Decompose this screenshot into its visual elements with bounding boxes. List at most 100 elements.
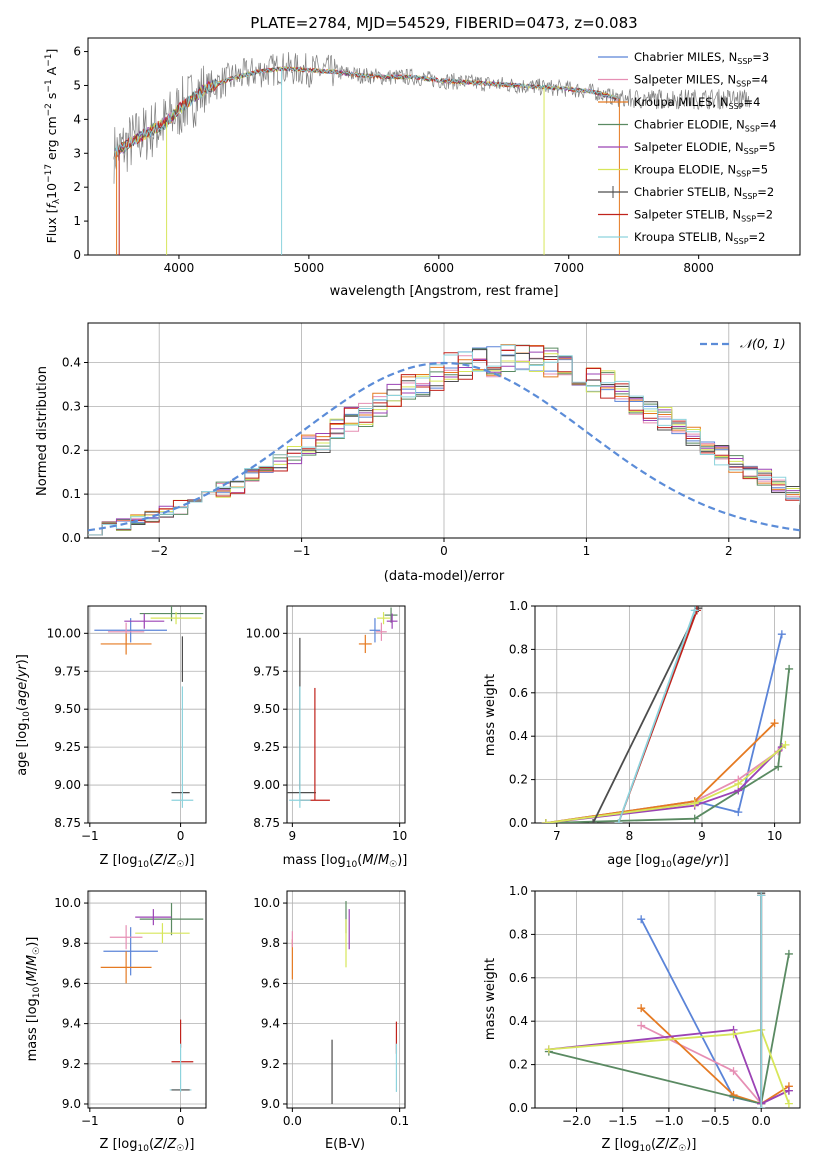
weight-z-ytick-label-3: 0.6 — [509, 971, 528, 985]
legend-label-chabrier_stelib: Chabrier STELIB, NSSP=2 — [634, 185, 774, 201]
weight-age-ytick-label-0: 0.0 — [509, 816, 528, 830]
legend-subscript: SSP — [744, 147, 759, 156]
histogram-ytick-label-1: 0.1 — [62, 487, 81, 501]
age-z-ytick-label-4: 9.75 — [54, 664, 81, 678]
spectrum-panel: wavelength [Angstrom, rest frame] Flux [… — [44, 49, 558, 299]
weight-age-ytick-label-2: 0.4 — [509, 729, 528, 743]
weight-z-ytick-label-5: 1.0 — [509, 884, 528, 898]
weight-z-xtick-label-1: −1.5 — [608, 1114, 637, 1128]
spectrum-ytick-label-3: 3 — [73, 146, 81, 160]
age-mass-ytick-label-1: 9.00 — [253, 778, 280, 792]
weight-age-marker-chabrier_elodie-3 — [785, 664, 794, 673]
legend-count: =5 — [751, 163, 768, 177]
weight-z-marker-kroupa_stelib-1 — [757, 1104, 766, 1108]
histogram-plot-area — [88, 344, 800, 536]
weight-age-xtick-label-2: 9 — [698, 829, 706, 843]
weight-age-marker-chabrier_elodie-2 — [774, 762, 783, 771]
histogram-xtick-label-0: −2 — [150, 544, 168, 558]
weight-z-ytick-label-2: 0.4 — [509, 1014, 528, 1028]
histogram-ylabel: Normed distribution — [35, 366, 50, 496]
weight-age-plot-area — [541, 606, 794, 823]
age-mass-xlabel: mass [log10(M/M☉)] — [283, 853, 408, 870]
legend-text: Salpeter STELIB, N — [634, 208, 741, 222]
age-z-ytick-label-2: 9.25 — [54, 740, 81, 754]
mass-vs-extinction-panel: E(B-V) — [325, 1137, 365, 1152]
age-z-frame — [87, 605, 207, 824]
histogram-kroupa_stelib — [88, 344, 800, 536]
histogram-xlabel: (data-model)/error — [384, 569, 505, 584]
mass-ebv-plot-area — [291, 901, 398, 1104]
weight-z-plot-area — [544, 891, 793, 1108]
mass-z-ytick-label-4: 9.8 — [62, 936, 81, 950]
weight-age-ytick-label-5: 1.0 — [509, 599, 528, 613]
mass-z-xtick-label-0: −1 — [81, 1114, 99, 1128]
weight-age-marker-kroupa_elodie-2 — [734, 779, 743, 788]
weight-z-xtick-label-4: 0.0 — [752, 1114, 771, 1128]
spectrum-ytick-label-2: 2 — [73, 180, 81, 194]
weight-z-ylabel: mass weight — [483, 958, 498, 1040]
weight-z-marker-kroupa_elodie-1 — [729, 1030, 738, 1039]
mass-ebv-ytick-label-1: 9.2 — [261, 1057, 280, 1071]
legend-count: =3 — [752, 50, 769, 64]
spectrum-plot-area — [113, 52, 751, 255]
spectrum-ylabel: Flux [fλ10−17 erg cm−2 s−1 A−1] — [44, 49, 62, 244]
spectrum-xtick-label-1: 5000 — [294, 261, 325, 275]
age-z-xlabel: Z [log10(Z/Z☉)] — [100, 853, 195, 870]
legend-text: Salpeter MILES, N — [634, 73, 736, 87]
mass-ebv-ytick-label-5: 10.0 — [253, 896, 280, 910]
legend-label-chabrier_miles: Chabrier MILES, NSSP=3 — [634, 50, 769, 66]
weight-z-series-kroupa_elodie — [548, 1028, 790, 1105]
figure-title: PLATE=2784, MJD=54529, FIBERID=0473, z=0… — [250, 14, 637, 32]
histogram-panel: (data-model)/error Normed distribution — [35, 366, 505, 584]
legend-subscript: SSP — [742, 192, 757, 201]
weight-z-series-salpeter_elodie — [548, 1028, 790, 1105]
legend-count: =4 — [751, 73, 768, 87]
legend-text: Kroupa ELODIE, N — [634, 163, 736, 177]
mass-z-xlabel: Z [log10(Z/Z☉)] — [100, 1137, 195, 1154]
spectrum-xtick-label-0: 4000 — [164, 261, 195, 275]
weight-z-xtick-label-3: −0.5 — [700, 1114, 729, 1128]
mass-z-ytick-label-3: 9.6 — [62, 976, 81, 990]
weight-age-series-kroupa_stelib — [617, 609, 696, 823]
legend-label-kroupa_stelib: Kroupa STELIB, NSSP=2 — [634, 230, 765, 246]
age-z-ylabel: age [log10(age/yr)] — [15, 654, 32, 776]
weight-age-series-chabrier_elodie — [545, 668, 790, 823]
spectrum-xtick-label-3: 7000 — [553, 261, 584, 275]
weight-age-marker-chabrier_miles-2 — [734, 808, 743, 817]
age-vs-mass-panel: mass [log10(M/M☉)] — [283, 853, 408, 870]
legend-count: =4 — [760, 118, 777, 132]
weight-age-series-salpeter_miles — [545, 750, 779, 823]
age-mass-ytick-label-0: 8.75 — [253, 816, 280, 830]
histogram-ytick-label-0: 0.0 — [62, 531, 81, 545]
weight-z-marker-salpeter_miles-0 — [637, 1021, 646, 1030]
legend-label-kroupa_elodie: Kroupa ELODIE, NSSP=5 — [634, 163, 768, 179]
histogram-ytick-label-3: 0.3 — [62, 399, 81, 413]
weight-z-xtick-label-0: −2.0 — [562, 1114, 591, 1128]
legend-text: Chabrier ELODIE, N — [634, 118, 745, 132]
age-mass-plot-area — [287, 607, 398, 808]
weight-age-marker-chabrier_elodie-1 — [690, 814, 699, 823]
weight-age-marker-kroupa_stelib-1 — [690, 606, 699, 615]
legend-text: Kroupa STELIB, N — [634, 230, 734, 244]
normal-legend-label: 𝒩(0, 1) — [740, 336, 786, 351]
legend-label-salpeter_elodie: Salpeter ELODIE, NSSP=5 — [634, 140, 776, 156]
age-z-ytick-label-1: 9.00 — [54, 778, 81, 792]
legend-count: =2 — [749, 230, 766, 244]
mass-ebv-ytick-label-3: 9.6 — [261, 976, 280, 990]
mass-z-ytick-label-2: 9.4 — [62, 1017, 81, 1031]
legend-label-salpeter_miles: Salpeter MILES, NSSP=4 — [634, 73, 768, 89]
weight-age-xlabel: age [log10(age/yr)] — [607, 853, 729, 870]
spectrum-ytick-label-0: 0 — [73, 248, 81, 262]
spectrum-ytick-label-4: 4 — [73, 112, 81, 126]
weight-age-marker-chabrier_stelib-0 — [589, 819, 598, 823]
spectrum-ytick-label-5: 5 — [73, 78, 81, 92]
age-z-plot-area — [94, 606, 204, 808]
legend-label-chabrier_elodie: Chabrier ELODIE, NSSP=4 — [634, 118, 777, 134]
legend-subscript: SSP — [736, 170, 751, 179]
age-mass-ytick-label-5: 10.00 — [246, 626, 280, 640]
weight-z-series-kroupa_miles — [640, 1007, 790, 1105]
weight-z-marker-salpeter_elodie-3 — [784, 1086, 793, 1095]
age-z-xtick-label-0: −1 — [81, 829, 99, 843]
legend-label-kroupa_miles: Kroupa MILES, NSSP=4 — [634, 95, 760, 111]
age-z-xtick-label-1: 0 — [177, 829, 185, 843]
